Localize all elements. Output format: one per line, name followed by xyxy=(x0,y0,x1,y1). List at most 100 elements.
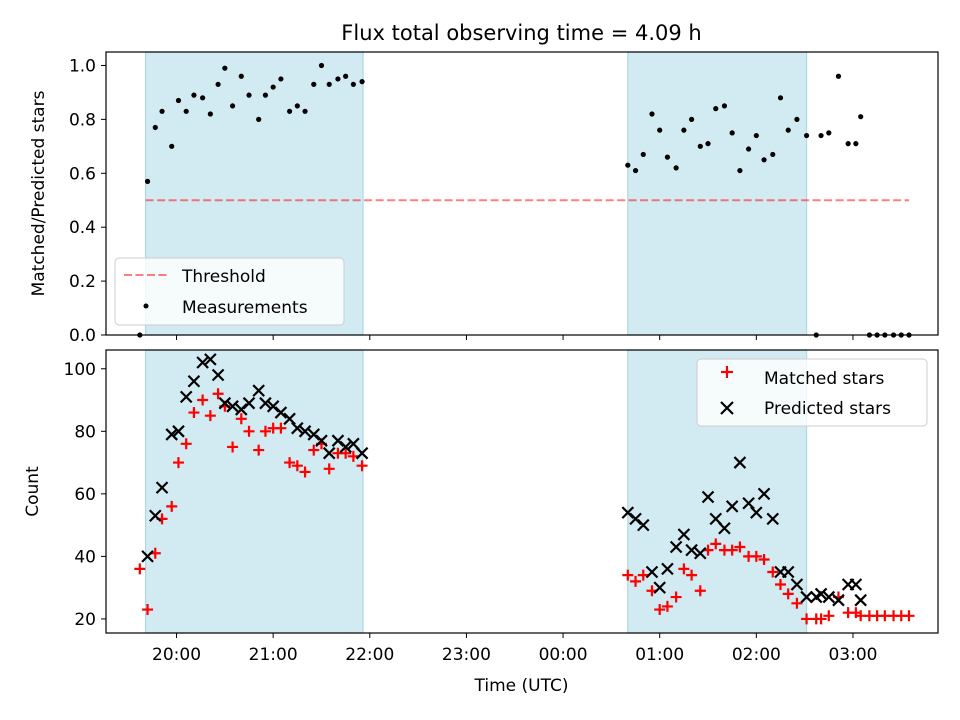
matched-star-point xyxy=(134,563,146,575)
measurement-point xyxy=(152,124,158,131)
matched-star-point xyxy=(227,441,239,453)
predicted-star-point xyxy=(252,384,265,397)
matched-star-point xyxy=(678,563,690,575)
matched-star-point xyxy=(774,579,786,591)
predicted-star-point xyxy=(653,581,666,594)
matched-star-point xyxy=(630,575,642,587)
legend-predicted-swatch xyxy=(720,401,734,415)
matched-stars-points xyxy=(134,388,915,625)
measurement-point xyxy=(159,108,165,114)
predicted-star-point xyxy=(822,590,836,604)
bottom-y-axis-label: Count xyxy=(23,466,43,517)
measurement-point xyxy=(729,130,735,136)
matched-star-point xyxy=(308,444,320,456)
measurement-point xyxy=(169,143,175,149)
measurement-point xyxy=(191,92,197,98)
predicted-star-point xyxy=(172,425,185,438)
predicted-star-point xyxy=(179,390,193,404)
measurement-point xyxy=(845,141,851,147)
predicted-star-point xyxy=(242,396,256,410)
x-tick-label: 03:00 xyxy=(828,645,877,665)
bottom-axes-frame xyxy=(105,349,939,634)
predicted-star-point xyxy=(854,593,867,607)
bottom-panel: 20 40 60 80 100 20:00 21:00 22:00 23:00 00:00 01:… xyxy=(23,349,939,696)
top-panel: 0.0 0.2 0.4 0.6 0.8 1.0 Matched/Predicted sta… xyxy=(29,51,939,346)
bottom-x-ticks: 20:00 21:00 22:00 23:00 00:00 01:00 02:00 03:00 xyxy=(152,633,877,665)
bottom-shaded-interval xyxy=(145,349,364,634)
predicted-star-point xyxy=(733,456,747,469)
matched-star-point xyxy=(204,410,216,422)
matched-star-point xyxy=(815,613,827,625)
predicted-star-point xyxy=(283,412,296,426)
measurement-point xyxy=(326,81,332,87)
measurement-point xyxy=(215,81,221,87)
legend-matched-label: Matched stars xyxy=(764,369,884,389)
predicted-star-point xyxy=(636,518,650,532)
measurement-point xyxy=(835,73,842,79)
x-tick-label: 21:00 xyxy=(249,645,298,665)
measurement-point xyxy=(318,62,325,69)
predicted-stars-points xyxy=(141,353,867,607)
predicted-star-point xyxy=(814,587,828,601)
predicted-star-point xyxy=(669,540,683,554)
top-y-tick-label: 0.2 xyxy=(69,272,96,292)
matched-star-point xyxy=(654,604,666,616)
measurement-point xyxy=(697,143,703,149)
bottom-y-ticks: 20 40 60 80 100 xyxy=(64,360,106,630)
measurement-point xyxy=(200,95,206,101)
predicted-star-point xyxy=(218,396,232,410)
matched-star-point xyxy=(188,407,200,419)
bottom-y-tick-label: 20 xyxy=(74,610,96,630)
bottom-legend-box xyxy=(696,358,928,427)
legend-matched-swatch xyxy=(721,366,733,378)
matched-star-point xyxy=(782,588,794,600)
predicted-star-point xyxy=(694,546,707,560)
bottom-y-tick-label: 40 xyxy=(74,547,96,567)
measurement-point xyxy=(826,130,832,136)
matched-star-point xyxy=(235,413,247,425)
measurement-point xyxy=(183,108,189,114)
x-tick-label: 00:00 xyxy=(539,645,588,665)
matched-star-point xyxy=(661,600,673,612)
predicted-star-point xyxy=(718,521,731,535)
predicted-star-point xyxy=(355,446,369,460)
predicted-star-point xyxy=(766,512,780,526)
measurement-point xyxy=(803,132,810,139)
matched-star-point xyxy=(172,457,184,469)
predicted-star-point xyxy=(661,562,674,576)
predicted-star-point xyxy=(155,481,169,494)
matched-star-point xyxy=(734,541,746,553)
measurement-point xyxy=(144,178,151,184)
legend-threshold-label: Threshold xyxy=(181,267,266,287)
matched-star-point xyxy=(253,444,265,456)
measurement-point xyxy=(746,146,752,152)
predicted-star-point xyxy=(165,428,178,441)
predicted-star-point xyxy=(187,374,201,388)
predicted-star-point xyxy=(196,356,209,369)
chart-title: Flux total observing time = 4.09 h xyxy=(341,21,701,45)
matched-star-point xyxy=(710,538,722,550)
matched-star-point xyxy=(275,422,287,434)
matched-star-point xyxy=(243,425,255,437)
predicted-star-point xyxy=(757,487,771,501)
measurement-points xyxy=(137,62,912,338)
matched-star-point xyxy=(670,591,682,603)
bottom-legend: Matched stars Predicted stars xyxy=(696,358,928,427)
measurement-point xyxy=(640,151,646,158)
measurement-point xyxy=(858,114,864,120)
measurement-point xyxy=(238,73,244,79)
measurement-point xyxy=(713,106,719,112)
predicted-star-point xyxy=(322,446,336,460)
measurement-point xyxy=(350,81,356,87)
predicted-star-point xyxy=(725,500,739,513)
predicted-star-point xyxy=(800,590,813,604)
measurement-point xyxy=(632,167,639,174)
measurement-point xyxy=(649,111,655,117)
measurement-point xyxy=(705,141,711,147)
top-y-ticks: 0.0 0.2 0.4 0.6 0.8 1.0 xyxy=(69,56,106,346)
measurement-point xyxy=(818,132,824,139)
matched-star-point xyxy=(323,463,335,475)
matched-star-point xyxy=(726,544,738,556)
legend-measurements-swatch xyxy=(143,303,149,309)
